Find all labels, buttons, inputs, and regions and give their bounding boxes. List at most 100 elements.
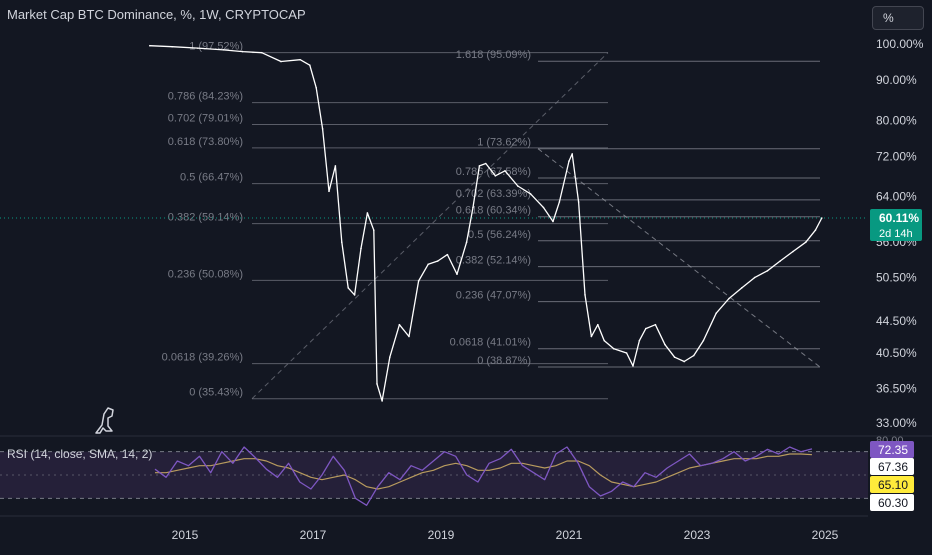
y-tick-label: 72.00% <box>876 149 917 163</box>
price-point <box>683 360 685 363</box>
fib-right-level-label: 0.5 (56.24%) <box>468 229 531 241</box>
price-point <box>456 273 458 275</box>
price-point <box>645 327 647 330</box>
price-point <box>766 270 769 272</box>
price-point <box>171 45 173 48</box>
price-point <box>328 190 330 193</box>
x-tick-label: 2015 <box>172 528 199 542</box>
y-tick-label: 100.00% <box>876 37 924 51</box>
fib-right-level-label: 0.0618 (41.01%) <box>450 337 531 349</box>
fib-left-level-label: 1 (97.52%) <box>189 41 243 53</box>
price-point <box>638 339 641 342</box>
price-point <box>603 339 605 342</box>
fib-left-level-label: 0.0618 (39.26%) <box>162 352 243 364</box>
price-point <box>632 365 634 367</box>
x-tick-label: 2019 <box>428 528 455 542</box>
price-point <box>149 44 151 47</box>
rsi-value-badge <box>870 441 914 458</box>
price-point <box>779 260 781 262</box>
rsi-value-badge <box>870 458 914 475</box>
price-point <box>334 165 337 167</box>
x-tick-label: 2017 <box>300 528 327 542</box>
price-point <box>261 51 263 54</box>
fib-right-level-label: 1 (73.62%) <box>477 137 531 149</box>
tradingview-dino-icon <box>95 407 114 434</box>
rsi-value-label: 72.35 <box>878 443 908 457</box>
price-point <box>613 347 615 350</box>
price-point <box>792 250 794 253</box>
x-tick-label: 2023 <box>684 528 711 542</box>
price-point <box>280 60 282 63</box>
scale-mode-button[interactable]: % <box>872 6 924 30</box>
price-point <box>584 294 586 296</box>
price-point <box>446 253 449 256</box>
price-point <box>664 343 666 346</box>
fib-left-level-label: 0.5 (66.47%) <box>180 172 243 184</box>
fib-right-level-label: 0.382 (52.14%) <box>456 255 531 267</box>
rsi-value-badge <box>870 476 914 493</box>
price-point <box>366 212 369 214</box>
price-point <box>753 276 756 279</box>
price-point <box>472 206 474 209</box>
price-point <box>398 323 401 326</box>
price-point <box>517 185 519 187</box>
current-value-badge <box>870 209 922 242</box>
y-tick-label: 64.00% <box>876 190 917 204</box>
fib-left-level-label: 0.618 (73.80%) <box>168 136 243 148</box>
fib-right-level-label: 0.702 (63.39%) <box>456 188 531 200</box>
price-point <box>654 323 657 326</box>
fib-left-level-label: 0.236 (50.08%) <box>168 268 243 280</box>
price-point <box>728 297 730 300</box>
current-value-label: 60.11% <box>879 211 919 225</box>
price-point <box>529 193 532 195</box>
y-tick-label: 44.50% <box>876 314 917 328</box>
price-point <box>222 49 225 51</box>
fib-right-level-label: 0 (38.87%) <box>477 355 531 367</box>
price-point <box>321 128 324 130</box>
fib-right-trend-line <box>537 148 821 368</box>
price-point <box>299 58 302 61</box>
price-point <box>485 162 487 165</box>
rsi-value-label: 60.30 <box>878 496 908 510</box>
price-point <box>504 170 506 172</box>
price-point <box>590 335 593 338</box>
fib-left-level-label: 0 (35.43%) <box>189 387 243 399</box>
price-point <box>673 356 676 359</box>
price-point <box>309 64 311 66</box>
fib-right-level-label: 1.618 (95.09%) <box>456 49 531 61</box>
price-point <box>494 175 497 177</box>
price-point <box>715 312 717 314</box>
rsi-value-label: 65.10 <box>878 478 908 492</box>
y-tick-label: 33.00% <box>876 416 917 430</box>
price-point <box>315 86 318 89</box>
price-point <box>821 217 823 219</box>
price-point <box>241 50 244 53</box>
chart-title: Market Cap BTC Dominance, %, 1W, CRYPTOC… <box>7 7 306 22</box>
price-point <box>478 165 481 167</box>
price-point <box>577 201 580 203</box>
price-point <box>408 335 410 338</box>
rsi-line <box>154 446 813 506</box>
price-point <box>741 287 743 289</box>
price-point <box>197 47 199 49</box>
price-line <box>149 45 823 402</box>
price-point <box>360 247 362 250</box>
x-tick-label: 2025 <box>812 528 839 542</box>
fib-left-trend-line <box>251 52 609 400</box>
fib-left-level-label: 0.786 (84.23%) <box>168 91 243 103</box>
price-point <box>465 241 468 244</box>
current-value-countdown: 2d 14h <box>879 228 913 240</box>
price-point <box>427 263 430 266</box>
price-point <box>389 356 391 359</box>
price-point <box>571 153 573 155</box>
y-tick-label: 40.50% <box>876 346 917 360</box>
price-point <box>552 220 554 223</box>
y-tick-label: 90.00% <box>876 73 917 87</box>
y-tick-label: 80.00% <box>876 113 917 127</box>
price-point <box>542 206 545 209</box>
rsi-value-label: 67.36 <box>878 460 908 474</box>
price-point <box>347 287 350 289</box>
x-tick-label: 2021 <box>556 528 583 542</box>
price-point <box>693 354 695 357</box>
price-point <box>341 241 343 244</box>
